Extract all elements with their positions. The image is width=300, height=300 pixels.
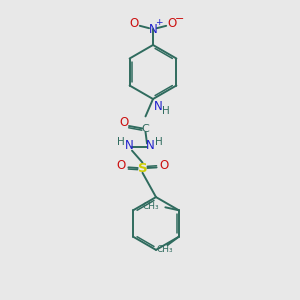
Text: C: C bbox=[141, 124, 149, 134]
Text: N: N bbox=[148, 22, 158, 36]
Text: N: N bbox=[146, 139, 155, 152]
Text: CH₃: CH₃ bbox=[142, 202, 159, 211]
Text: CH₃: CH₃ bbox=[156, 245, 173, 254]
Text: N: N bbox=[125, 139, 134, 152]
Text: N: N bbox=[154, 100, 163, 113]
Text: +: + bbox=[155, 18, 163, 27]
Text: O: O bbox=[116, 159, 125, 172]
Text: O: O bbox=[168, 17, 177, 30]
Text: H: H bbox=[154, 136, 162, 147]
Text: H: H bbox=[162, 106, 170, 116]
Text: O: O bbox=[160, 159, 169, 172]
Text: O: O bbox=[129, 17, 138, 30]
Text: −: − bbox=[174, 14, 184, 24]
Text: O: O bbox=[119, 116, 128, 129]
Text: S: S bbox=[138, 161, 147, 175]
Text: H: H bbox=[117, 136, 124, 147]
